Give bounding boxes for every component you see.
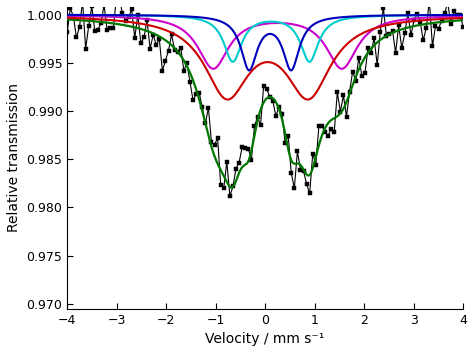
X-axis label: Velocity / mm s⁻¹: Velocity / mm s⁻¹ [206,332,325,346]
Y-axis label: Relative transmission: Relative transmission [7,83,21,232]
